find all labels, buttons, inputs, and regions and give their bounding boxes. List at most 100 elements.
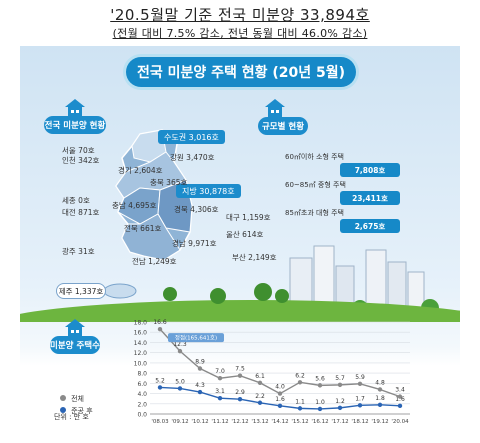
series-total-point <box>177 348 183 354</box>
data-label: 1.8 <box>375 395 385 402</box>
region-label: 경북 4,306호 <box>174 205 219 214</box>
data-label: 5.2 <box>155 377 165 384</box>
peak-annotation: 정점(165,641호) <box>175 335 217 342</box>
x-tick-label: '12.12 <box>231 419 248 425</box>
region-label: 경기 2,604호 <box>118 166 163 175</box>
y-tick-label: 2.0 <box>137 401 147 408</box>
headline: '20.5월말 기준 전국 미분양 33,894호 <box>110 6 370 24</box>
x-tick-label: '16.12 <box>311 419 328 425</box>
data-label: 4.3 <box>195 382 205 389</box>
x-tick-label: '20.04 <box>391 419 409 425</box>
region-label: 전북 661호 <box>124 224 162 233</box>
legend-after-swatch <box>60 407 66 413</box>
series-total-point <box>237 373 243 378</box>
hills-illustration <box>20 283 460 322</box>
series-after-point <box>317 406 323 412</box>
region-label: 전남 1,249호 <box>132 257 177 266</box>
series-total-point <box>277 391 283 396</box>
data-label: 8.9 <box>195 359 205 366</box>
series-total-point <box>397 394 403 399</box>
section-size-label: 규모별 현황 <box>258 117 308 135</box>
data-label: 1.6 <box>275 396 285 403</box>
series-total-point <box>217 376 223 381</box>
size-label: 85㎡초과 대형 주택 <box>285 209 344 217</box>
data-label: 5.9 <box>355 374 365 381</box>
series-total-point <box>317 383 323 388</box>
region-label: 충북 365호 <box>150 178 188 187</box>
data-label: 6.1 <box>255 373 265 380</box>
x-tick-label: '11.12 <box>211 419 228 425</box>
y-tick-label: 0.0 <box>137 412 147 419</box>
series-total-point <box>257 380 263 386</box>
region-label: 경남 9,971호 <box>172 239 217 248</box>
data-label: 3.1 <box>215 388 225 395</box>
subheadline: (전월 대비 7.5% 감소, 전년 동월 대비 46.0% 감소) <box>112 27 368 40</box>
series-after-point <box>277 403 283 409</box>
region-label: 충남 4,695호 <box>112 201 157 210</box>
y-tick-label: 12.0 <box>134 350 148 357</box>
series-total-point <box>337 382 343 388</box>
legend-total-label: 전체 <box>71 395 84 403</box>
size-value: 7,808호 <box>340 163 400 177</box>
region-label: 광주 31호 <box>62 247 95 256</box>
x-tick-label: '13.12 <box>251 419 268 425</box>
data-label: 7.0 <box>215 368 225 375</box>
local-area-tag: 지방 30,878호 <box>176 184 241 198</box>
series-after-point <box>377 402 383 407</box>
unit-label: 단위 : 만 호 <box>54 413 89 421</box>
series-after-point <box>337 405 343 411</box>
data-label: 4.8 <box>375 379 385 386</box>
series-after-point <box>217 395 223 401</box>
data-label: 1.0 <box>315 399 325 406</box>
size-value: 23,411호 <box>340 191 400 205</box>
house-icon <box>65 99 85 117</box>
y-tick-label: 4.0 <box>137 391 147 398</box>
data-label: 5.6 <box>315 375 325 382</box>
x-tick-label: '17.12 <box>331 419 348 425</box>
data-label: 2.9 <box>235 389 245 396</box>
peak-annotation-box <box>168 333 224 343</box>
legend-after: 준공 후 <box>60 398 93 417</box>
data-label: 12.3 <box>173 341 187 348</box>
y-tick-label: 10.0 <box>134 360 148 367</box>
data-label: 5.7 <box>335 375 345 382</box>
legend-after-label: 준공 후 <box>71 407 93 415</box>
house-icon <box>265 99 285 117</box>
region-label: 대전 871호 <box>62 208 100 217</box>
series-total-point <box>377 387 383 392</box>
x-tick-label: '08.03 <box>151 419 169 425</box>
size-value: 2,675호 <box>340 219 400 233</box>
series-after-point <box>297 406 303 411</box>
series-after-point <box>357 403 363 408</box>
data-label: 7.5 <box>235 366 245 373</box>
metro-area-tag: 수도권 3,016호 <box>158 130 225 144</box>
series-after-point <box>237 396 243 402</box>
y-tick-label: 6.0 <box>137 381 147 388</box>
y-tick-label: 14.0 <box>134 340 148 347</box>
y-tick-label: 18.0 <box>134 320 148 327</box>
legend-total-swatch <box>60 395 66 401</box>
data-label: 1.6 <box>395 396 405 403</box>
series-after-point <box>177 386 183 391</box>
banner-title: 전국 미분양 주택 현황 (20년 5월) <box>126 57 356 87</box>
size-label: 60~85㎡ 중형 주택 <box>285 181 346 189</box>
region-label: 강원 3,470호 <box>170 153 215 162</box>
region-label: 부산 2,149호 <box>232 253 277 262</box>
x-tick-label: '09.12 <box>171 419 188 425</box>
series-total-point <box>157 326 163 332</box>
series-total-point <box>297 380 303 385</box>
korea-map <box>103 129 193 299</box>
section-trend-label: 미분양 주택수 <box>50 336 100 354</box>
y-tick-label: 16.0 <box>134 330 148 337</box>
data-label: 1.7 <box>355 395 365 402</box>
data-label: 16.6 <box>153 319 167 326</box>
legend-total: 전체 <box>60 386 84 405</box>
series-after-point <box>197 389 203 395</box>
series-after-point <box>257 400 263 405</box>
region-label: 인천 342호 <box>62 156 100 165</box>
region-label: 서울 70호 <box>62 146 95 155</box>
region-label: 세종 0호 <box>62 196 90 205</box>
data-label: 1.1 <box>295 398 305 405</box>
house-icon <box>65 319 85 337</box>
series-after-point <box>157 385 163 390</box>
